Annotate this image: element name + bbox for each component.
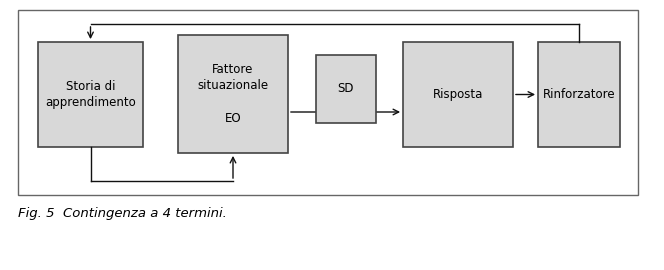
Text: Rinforzatore: Rinforzatore bbox=[542, 88, 616, 101]
Bar bbox=[538, 42, 620, 147]
Bar bbox=[178, 35, 288, 153]
Bar bbox=[403, 42, 513, 147]
Text: Fig. 5  Contingenza a 4 termini.: Fig. 5 Contingenza a 4 termini. bbox=[18, 207, 227, 220]
Text: Fattore
situazionale

EO: Fattore situazionale EO bbox=[197, 63, 268, 125]
Text: Risposta: Risposta bbox=[433, 88, 483, 101]
Bar bbox=[18, 10, 638, 195]
Text: Storia di
apprendimento: Storia di apprendimento bbox=[45, 80, 136, 109]
Bar bbox=[38, 42, 143, 147]
Bar bbox=[316, 55, 376, 123]
Text: SD: SD bbox=[338, 83, 355, 96]
